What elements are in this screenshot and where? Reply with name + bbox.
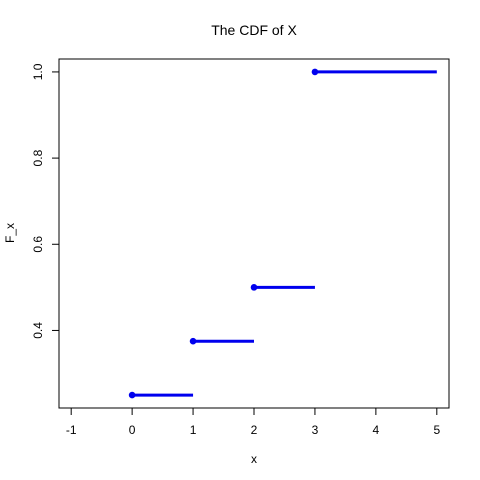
cdf-step-point — [311, 68, 319, 76]
x-tick-label: 4 — [373, 423, 380, 437]
y-tick-label: 0.4 — [31, 322, 45, 339]
x-tick-label: 2 — [251, 423, 258, 437]
x-tick-label: 3 — [312, 423, 319, 437]
cdf-step-point — [250, 284, 258, 291]
x-axis-label: x — [251, 452, 257, 466]
x-tick-label: 0 — [129, 423, 136, 437]
chart-title: The CDF of X — [211, 22, 297, 38]
y-tick-label: 0.8 — [31, 149, 45, 166]
cdf-step-point — [128, 391, 136, 399]
plot-marks — [128, 68, 437, 399]
x-axis: -1 0 1 2 3 4 5 — [66, 407, 440, 437]
x-tick-label: -1 — [66, 423, 77, 437]
y-tick-label: 0.6 — [31, 236, 45, 253]
y-tick-label: 1.0 — [31, 63, 45, 80]
x-tick-label: 1 — [190, 423, 197, 437]
y-axis-label: F_x — [3, 223, 17, 243]
x-tick-label: 5 — [433, 423, 440, 437]
cdf-step-point — [189, 337, 197, 345]
y-axis: 0.4 0.6 0.8 1.0 — [31, 63, 60, 339]
plot-frame — [58, 58, 450, 409]
